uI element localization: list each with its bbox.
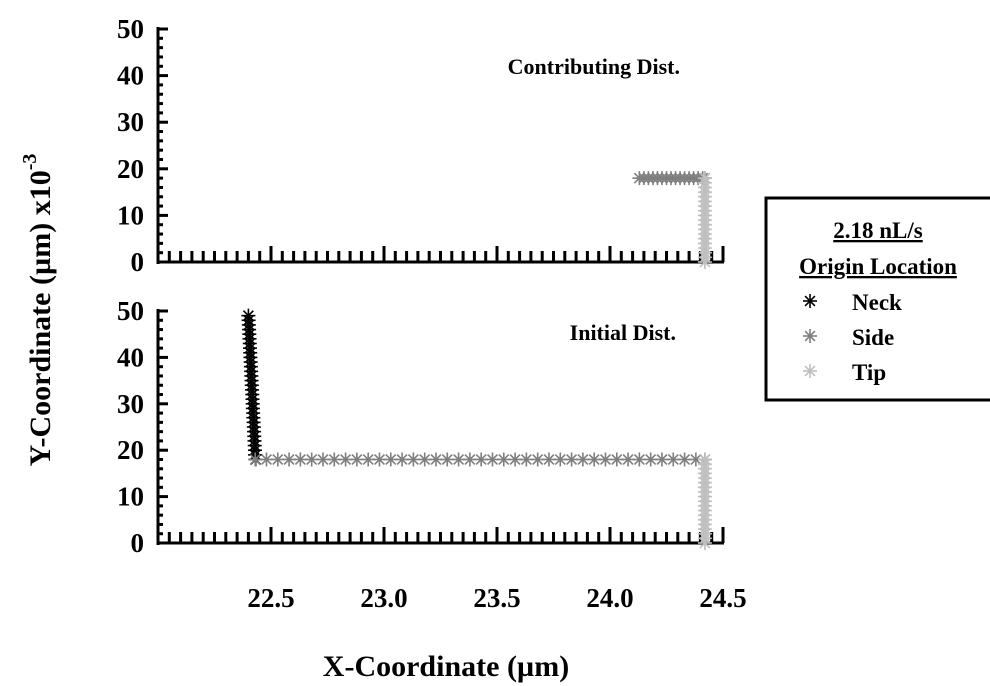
point-side	[338, 452, 353, 467]
legend-entry-tip: Tip	[803, 360, 886, 385]
point-side	[654, 452, 669, 467]
y-tick-label: 20	[117, 435, 144, 465]
y-tick-label: 50	[117, 296, 144, 326]
y-tick-label: 20	[117, 154, 144, 184]
legend-label-neck: Neck	[852, 290, 902, 315]
point-side	[349, 452, 364, 467]
y-tick-label: 0	[131, 528, 145, 558]
point-side	[553, 452, 568, 467]
point-side	[530, 452, 545, 467]
y-axis-title-main: Y-Coordinate (µm) x10	[24, 170, 57, 466]
x-tick-label: 24.0	[586, 583, 633, 613]
legend-title-rate: 2.18 nL/s	[833, 218, 923, 243]
y-tick-label: 0	[131, 247, 145, 277]
legend-box	[764, 196, 990, 402]
legend-title-origin: Origin Location	[799, 254, 957, 279]
y-tick-label: 10	[117, 482, 144, 512]
point-side	[632, 452, 647, 467]
panel-contributing: 0 10 20 30 40 50 Contributing Dist.	[117, 14, 725, 277]
point-side	[474, 452, 489, 467]
y-tick-label: 10	[117, 200, 144, 230]
series-tip	[697, 452, 712, 550]
legend-marker-side	[803, 329, 817, 343]
legend-marker-neck	[803, 294, 817, 308]
y-tick-label: 30	[117, 107, 144, 137]
legend-label-tip: Tip	[852, 360, 886, 385]
panel-initial: 0 10 20 30 40 50 22.5 23.0 23.5 24.0 24.5 Initial D…	[117, 296, 747, 613]
series-neck	[241, 308, 263, 467]
y-tick-label: 40	[117, 61, 144, 91]
y-tick-label: 40	[117, 342, 144, 372]
legend-entry-side: Side	[803, 325, 894, 350]
x-axis-title: X-Coordinate (µm)	[323, 650, 569, 683]
point-side	[417, 452, 432, 467]
point-side	[372, 452, 387, 467]
legend-entry-neck: Neck	[803, 290, 902, 315]
y-axis-title: Y-Coordinate (µm) x10-3	[19, 154, 57, 467]
x-tick-label: 24.5	[699, 583, 746, 613]
x-tick-label: 23.5	[473, 583, 520, 613]
legend-marker-tip	[803, 364, 817, 378]
point-side	[643, 452, 658, 467]
series-side	[248, 452, 712, 467]
point-side	[259, 452, 274, 467]
y-tick-label: 50	[117, 14, 144, 44]
point-side	[451, 452, 466, 467]
legend: 2.18 nL/s Origin Location Neck Side Tip	[764, 196, 990, 402]
point-side	[327, 452, 342, 467]
x-tick-label: 23.0	[360, 583, 407, 613]
panel-label-initial: Initial Dist.	[570, 320, 676, 345]
legend-label-side: Side	[852, 325, 894, 350]
x-tick-label: 22.5	[247, 583, 294, 613]
y-axis-title-exponent: -3	[19, 154, 41, 171]
point-tip	[697, 536, 712, 550]
panel-label-contributing: Contributing Dist.	[508, 54, 680, 79]
point-side	[598, 452, 613, 467]
series-tip	[697, 171, 712, 269]
y-tick-label: 30	[117, 389, 144, 419]
point-tip	[697, 255, 712, 269]
